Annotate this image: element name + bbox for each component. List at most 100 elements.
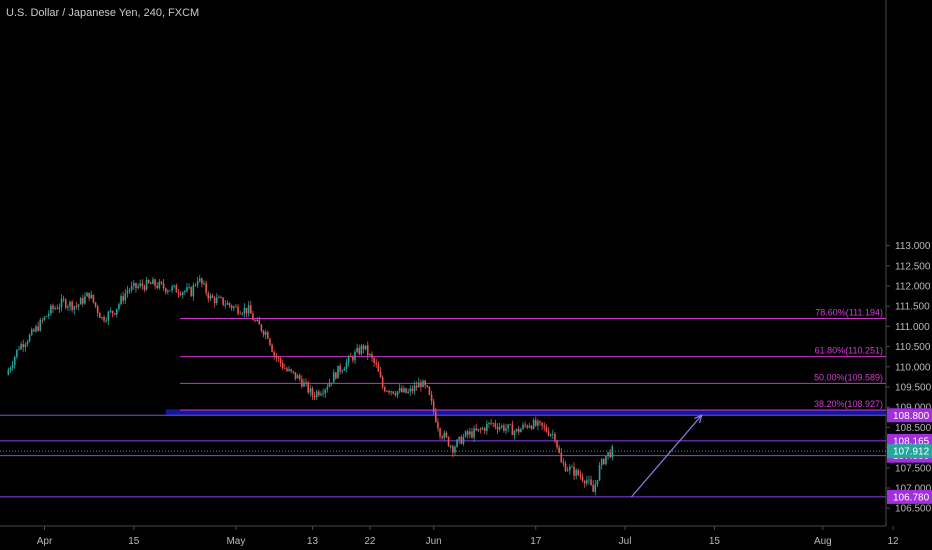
candle-body	[232, 306, 235, 309]
candle-body	[530, 425, 533, 429]
candle-body	[281, 363, 284, 368]
candle-body	[586, 480, 588, 484]
candle-body	[211, 295, 214, 298]
candle-body	[379, 371, 382, 378]
candle-body	[547, 431, 550, 436]
time-tick-label: 13	[307, 536, 319, 547]
candle-body	[369, 354, 371, 356]
candle-body	[503, 425, 505, 431]
candle-body	[52, 305, 54, 309]
candle-body	[422, 380, 424, 388]
candle-body	[79, 298, 82, 305]
candle-body	[464, 431, 467, 437]
candle-body	[307, 382, 310, 393]
candle-body	[241, 313, 244, 315]
candle-body	[194, 284, 197, 286]
candle-body	[430, 394, 433, 402]
candle-body	[590, 479, 592, 485]
candle-body	[109, 310, 112, 312]
candle-body	[445, 432, 448, 437]
candle-body	[213, 297, 216, 304]
candle-body	[173, 285, 176, 287]
candle-body	[611, 446, 614, 458]
candle-body	[69, 301, 71, 307]
candle-body	[273, 351, 275, 356]
supply-zone	[165, 409, 887, 416]
candle-body	[524, 424, 526, 426]
candle-body	[7, 370, 10, 375]
candle-body	[252, 313, 254, 321]
time-tick-label: Apr	[37, 536, 53, 547]
chart-title: U.S. Dollar / Japanese Yen, 240, FXCM	[6, 7, 200, 19]
candle-body	[515, 428, 518, 432]
candle-body	[188, 287, 190, 289]
candle-body	[449, 445, 452, 447]
level-price-badge-text: 108.800	[893, 411, 930, 422]
candle-body	[286, 368, 288, 371]
candle-body	[271, 344, 273, 352]
candle-body	[73, 306, 76, 310]
candle-body	[62, 298, 65, 300]
price-tick-label: 106.500	[895, 504, 932, 515]
candle-body	[426, 385, 429, 387]
candle-body	[311, 388, 314, 396]
candle-body	[177, 292, 180, 294]
candle-body	[537, 421, 539, 426]
candle-body	[326, 386, 329, 390]
candle-body	[88, 292, 90, 299]
candle-body	[86, 292, 88, 297]
candle-body	[103, 317, 105, 321]
candle-body	[483, 428, 486, 432]
candle-body	[94, 302, 97, 307]
price-tick-label: 109.500	[895, 383, 932, 394]
candle-body	[488, 422, 490, 424]
candle-body	[568, 466, 571, 471]
candle-body	[303, 382, 305, 387]
candle-body	[558, 447, 560, 453]
candle-body	[556, 440, 558, 448]
candle-body	[371, 354, 373, 359]
candle-body	[315, 391, 318, 398]
candle-body	[500, 425, 503, 428]
candle-body	[220, 297, 222, 298]
time-tick-label: 15	[128, 536, 140, 547]
candle-body	[249, 305, 252, 314]
candle-body	[475, 428, 478, 431]
candle-body	[45, 316, 48, 317]
candle-body	[96, 306, 99, 313]
candle-body	[343, 368, 346, 371]
candle-body	[486, 423, 488, 432]
candle-body	[413, 385, 416, 392]
candle-body	[551, 433, 554, 435]
candle-body	[349, 356, 352, 358]
candle-body	[245, 307, 248, 314]
candle-body	[375, 362, 378, 365]
candle-body	[288, 369, 290, 371]
candle-body	[417, 382, 420, 388]
candle-body	[205, 283, 207, 294]
candle-body	[190, 287, 193, 297]
candle-body	[75, 306, 78, 307]
candle-body	[292, 371, 295, 373]
candle-body	[588, 479, 590, 481]
candle-body	[409, 388, 412, 392]
candle-body	[496, 426, 499, 430]
candle-body	[196, 281, 199, 285]
candle-body	[116, 308, 118, 315]
candle-body	[143, 286, 146, 290]
candle-body	[279, 358, 282, 364]
candle-body	[16, 349, 18, 357]
candle-body	[64, 299, 67, 308]
candle-body	[111, 310, 114, 314]
price-tick-label: 112.500	[895, 261, 931, 272]
candle-body	[490, 422, 492, 424]
candle-body	[37, 326, 39, 331]
candle-body	[181, 292, 184, 296]
candle-body	[554, 433, 556, 441]
candle-body	[254, 320, 256, 322]
candle-body	[388, 390, 390, 393]
candle-body	[267, 332, 269, 339]
candle-body	[235, 306, 237, 308]
level-price-badge	[887, 489, 932, 504]
